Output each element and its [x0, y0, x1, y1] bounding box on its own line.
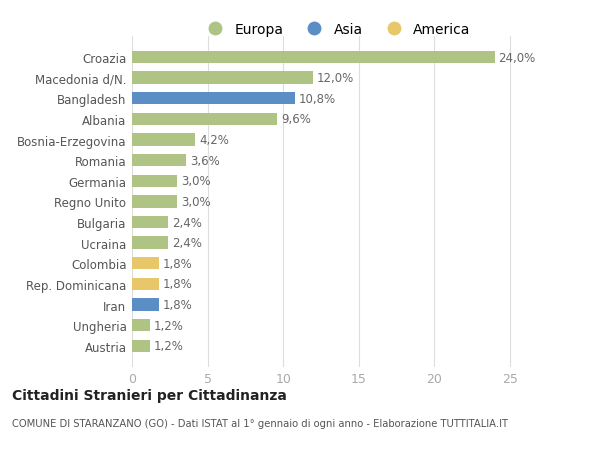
- Text: 1,8%: 1,8%: [163, 257, 193, 270]
- Text: 1,8%: 1,8%: [163, 278, 193, 291]
- Legend: Europa, Asia, America: Europa, Asia, America: [196, 17, 476, 42]
- Text: 1,8%: 1,8%: [163, 298, 193, 311]
- Bar: [132, 52, 494, 64]
- Text: Cittadini Stranieri per Cittadinanza: Cittadini Stranieri per Cittadinanza: [12, 388, 287, 402]
- Bar: [132, 299, 159, 311]
- Text: 24,0%: 24,0%: [499, 51, 536, 64]
- Text: 2,4%: 2,4%: [172, 216, 202, 229]
- Bar: [132, 278, 159, 291]
- Text: COMUNE DI STARANZANO (GO) - Dati ISTAT al 1° gennaio di ogni anno - Elaborazione: COMUNE DI STARANZANO (GO) - Dati ISTAT a…: [12, 418, 508, 428]
- Bar: [132, 237, 168, 249]
- Bar: [132, 134, 196, 146]
- Text: 1,2%: 1,2%: [154, 319, 184, 332]
- Bar: [132, 257, 159, 270]
- Bar: [132, 216, 168, 229]
- Bar: [132, 73, 313, 84]
- Bar: [132, 175, 178, 188]
- Text: 3,0%: 3,0%: [181, 175, 211, 188]
- Bar: [132, 155, 187, 167]
- Bar: [132, 340, 150, 352]
- Bar: [132, 196, 178, 208]
- Text: 3,6%: 3,6%: [190, 154, 220, 167]
- Text: 12,0%: 12,0%: [317, 72, 355, 85]
- Text: 1,2%: 1,2%: [154, 340, 184, 353]
- Text: 4,2%: 4,2%: [199, 134, 229, 147]
- Bar: [132, 113, 277, 126]
- Bar: [132, 319, 150, 331]
- Text: 9,6%: 9,6%: [281, 113, 311, 126]
- Bar: [132, 93, 295, 105]
- Text: 10,8%: 10,8%: [299, 93, 336, 106]
- Text: 3,0%: 3,0%: [181, 196, 211, 208]
- Text: 2,4%: 2,4%: [172, 237, 202, 250]
